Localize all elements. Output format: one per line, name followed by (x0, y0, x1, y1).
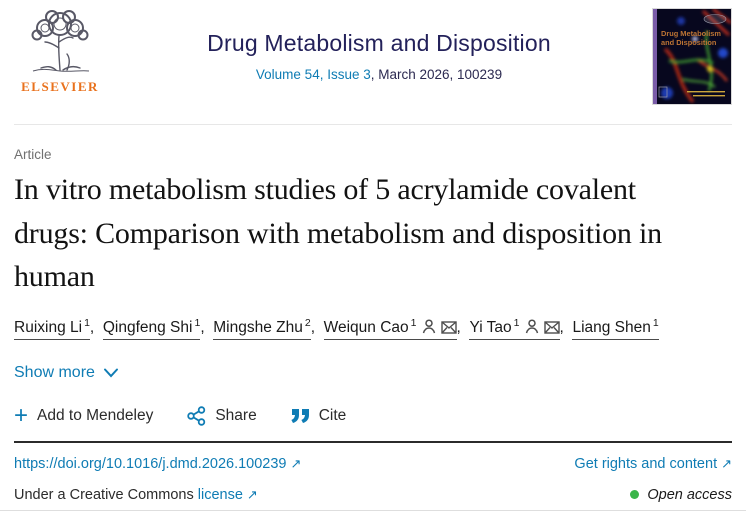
get-rights-link[interactable]: Get rights and content ↗ (574, 455, 732, 472)
action-bar: + Add to Mendeley Share Cite (14, 401, 732, 429)
license-link[interactable]: license ↗ (197, 486, 258, 503)
doi-rights-row: https://doi.org/10.1016/j.dmd.2026.10023… (14, 456, 732, 472)
open-access-dot-icon (630, 490, 640, 500)
share-icon (187, 405, 206, 426)
external-link-icon: ↗ (246, 486, 258, 502)
cite-button[interactable]: Cite (291, 407, 346, 425)
email-icon (440, 320, 457, 334)
person-icon (525, 319, 538, 333)
journal-cover-thumbnail[interactable]: Drug Metabolism and Disposition (652, 8, 732, 105)
author-item: Mingshe Zhu 2 (213, 317, 319, 340)
elsevier-wordmark: ELSEVIER (21, 79, 99, 94)
license-row: Under a Creative Commons license ↗ Open a… (14, 487, 732, 503)
journal-masthead: Drug Metabolism and Disposition Volume 5… (106, 8, 652, 82)
svg-text:and Disposition: and Disposition (661, 38, 717, 47)
author-item: Yi Tao 1 (469, 317, 568, 340)
content-divider (14, 440, 732, 443)
header-divider (14, 124, 732, 125)
volume-issue-link[interactable]: Volume 54, Issue 3 (255, 67, 371, 82)
show-more-button[interactable]: Show more (14, 364, 119, 382)
journal-header: ELSEVIER Drug Metabolism and Disposition… (14, 8, 732, 108)
article-head: Article In vitro metabolism studies of 5… (14, 147, 732, 429)
author-mingshe-zhu[interactable]: Mingshe Zhu 2 (213, 317, 311, 340)
person-icon (422, 319, 435, 333)
open-access-badge: Open access (630, 487, 732, 503)
chevron-down-icon (103, 368, 118, 378)
external-link-icon: ↗ (290, 455, 302, 471)
author-weiqun-cao[interactable]: Weiqun Cao 1 (323, 317, 457, 340)
article-type-label: Article (14, 147, 52, 162)
issue-meta: , March 2026, 100239 (370, 67, 503, 82)
email-icon (543, 320, 560, 334)
author-liang-shen[interactable]: Liang Shen 1 (572, 317, 659, 340)
doi-link[interactable]: https://doi.org/10.1016/j.dmd.2026.10023… (14, 455, 302, 472)
quote-icon (291, 408, 309, 423)
svg-text:Drug Metabolism: Drug Metabolism (661, 29, 721, 38)
journal-title-link[interactable]: Drug Metabolism and Disposition (207, 30, 551, 56)
share-button[interactable]: Share (187, 405, 257, 426)
author-item: Ruixing Li 1 (14, 317, 99, 340)
author-qingfeng-shi[interactable]: Qingfeng Shi 1 (102, 317, 201, 340)
elsevier-logo[interactable]: ELSEVIER (14, 8, 106, 95)
author-yi-tao[interactable]: Yi Tao 1 (469, 317, 560, 340)
author-item: Qingfeng Shi 1 (102, 317, 209, 340)
license-statement: Under a Creative Commons license ↗ (14, 486, 258, 503)
plus-icon: + (14, 401, 29, 429)
author-item: Weiqun Cao 1 (323, 317, 465, 340)
journal-cover-art: Drug Metabolism and Disposition (653, 9, 731, 104)
issue-line: Volume 54, Issue 3, March 2026, 100239 (106, 67, 652, 82)
external-link-icon: ↗ (721, 455, 732, 471)
author-ruixing-li[interactable]: Ruixing Li 1 (14, 317, 90, 340)
author-item: Liang Shen 1 (572, 317, 659, 340)
article-title: In vitro metabolism studies of 5 acrylam… (14, 173, 662, 293)
elsevier-tree-icon (31, 10, 90, 72)
add-to-mendeley-button[interactable]: + Add to Mendeley (14, 401, 154, 429)
